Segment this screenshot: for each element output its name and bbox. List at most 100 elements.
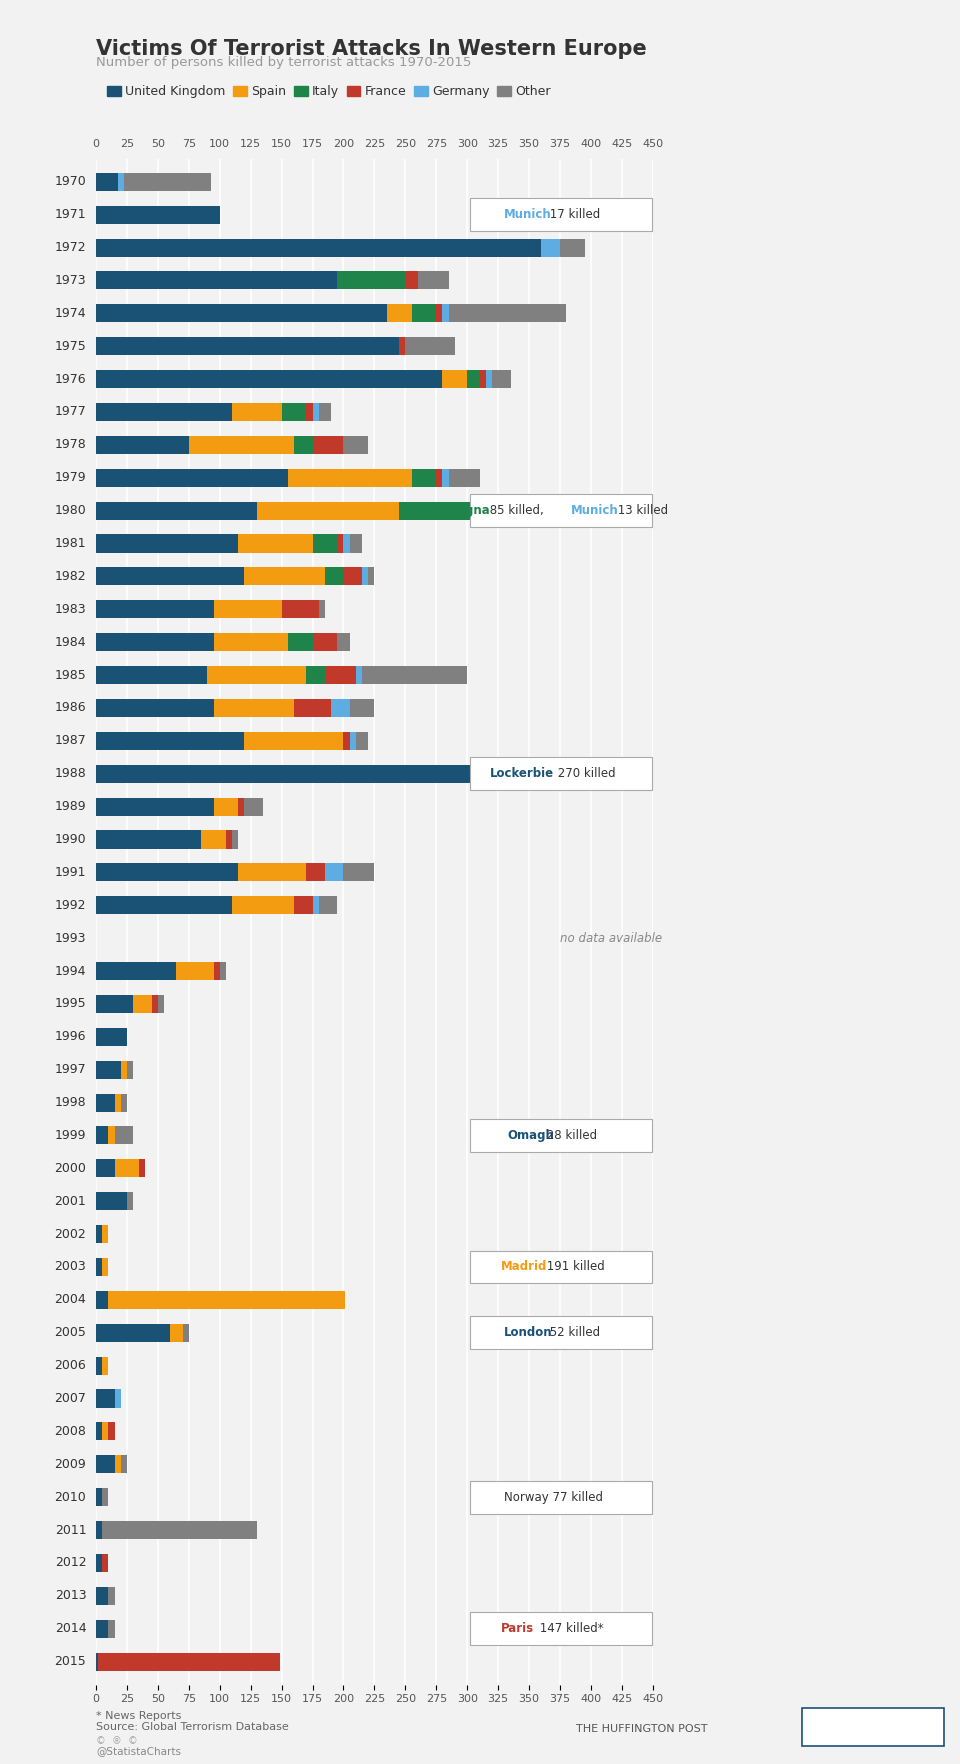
Bar (306, 667, 324, 684)
Bar (96, 303, 387, 323)
Bar (133, 995, 152, 1013)
Text: Madrid: Madrid (500, 1261, 547, 1274)
Legend: United Kingdom, Spain, Italy, France, Germany, Other: United Kingdom, Spain, Italy, France, Ge… (103, 81, 556, 104)
Bar (313, 633, 337, 651)
Bar (102, 1554, 108, 1572)
Bar (448, 469, 480, 487)
Bar (349, 534, 362, 552)
Bar (96, 600, 213, 619)
Bar (102, 1521, 257, 1540)
Bar (412, 303, 436, 323)
Bar (294, 436, 313, 453)
Bar (152, 995, 157, 1013)
Bar (319, 896, 337, 914)
Bar (213, 961, 220, 981)
Bar (443, 303, 448, 323)
Bar (102, 1357, 108, 1374)
Bar (213, 600, 281, 619)
Bar (313, 402, 319, 422)
Bar (349, 732, 356, 750)
Text: 85 killed,: 85 killed, (487, 505, 548, 517)
Bar (102, 1224, 108, 1244)
Bar (436, 303, 443, 323)
Bar (213, 797, 238, 815)
Bar (387, 303, 412, 323)
Text: Bologna: Bologna (437, 505, 491, 517)
Bar (96, 1619, 108, 1637)
Text: * News Reports: * News Reports (96, 1711, 181, 1722)
Bar (469, 1612, 652, 1646)
Bar (610, 764, 615, 783)
Bar (108, 1588, 114, 1605)
Bar (362, 568, 369, 586)
Bar (96, 173, 118, 191)
Bar (245, 568, 324, 586)
Bar (468, 370, 480, 388)
Bar (405, 272, 418, 289)
Bar (344, 568, 362, 586)
Bar (213, 699, 294, 716)
Bar (220, 961, 226, 981)
Bar (96, 1323, 170, 1342)
Bar (96, 1390, 114, 1408)
Bar (114, 1094, 121, 1111)
Bar (96, 896, 232, 914)
Bar (96, 469, 288, 487)
Bar (281, 600, 319, 619)
Bar (536, 501, 566, 520)
Bar (96, 1357, 102, 1374)
Bar (213, 633, 288, 651)
Bar (121, 1455, 127, 1473)
Bar (96, 1455, 114, 1473)
Bar (288, 633, 313, 651)
Bar (245, 797, 263, 815)
Bar (108, 1291, 345, 1309)
Bar (207, 667, 306, 684)
Text: Number of persons killed by terrorist attacks 1970-2015: Number of persons killed by terrorist at… (96, 56, 471, 69)
Bar (202, 831, 226, 848)
Bar (566, 501, 572, 520)
Bar (560, 238, 585, 256)
Bar (313, 534, 337, 552)
Bar (337, 534, 344, 552)
Text: Munich: Munich (504, 208, 552, 220)
Bar (96, 1258, 102, 1275)
Bar (281, 402, 306, 422)
Bar (362, 667, 468, 684)
Bar (99, 1653, 280, 1671)
Text: Source: Global Terrorism Database: Source: Global Terrorism Database (96, 1722, 289, 1732)
Bar (448, 303, 566, 323)
Bar (96, 667, 207, 684)
Bar (306, 863, 324, 882)
Bar (469, 1316, 652, 1349)
Bar (177, 961, 213, 981)
Bar (313, 436, 344, 453)
Bar (96, 961, 177, 981)
Bar (399, 501, 536, 520)
Bar (96, 1588, 108, 1605)
Bar (356, 732, 369, 750)
Bar (331, 699, 349, 716)
Text: 52 killed: 52 killed (546, 1327, 601, 1339)
Bar (96, 995, 133, 1013)
Bar (486, 370, 492, 388)
Bar (125, 173, 211, 191)
Bar (139, 1159, 146, 1177)
Bar (114, 1159, 139, 1177)
Bar (469, 198, 652, 231)
Bar (96, 831, 202, 848)
Text: 191 killed: 191 killed (543, 1261, 605, 1274)
Bar (226, 831, 232, 848)
Bar (96, 1060, 121, 1080)
Bar (337, 272, 405, 289)
Bar (469, 1480, 652, 1514)
Bar (96, 1192, 127, 1210)
Text: 13 killed: 13 killed (613, 505, 668, 517)
Bar (356, 667, 362, 684)
Bar (96, 1159, 114, 1177)
Bar (108, 1127, 114, 1145)
Bar (96, 402, 232, 422)
Bar (306, 402, 313, 422)
Bar (96, 1291, 108, 1309)
Bar (257, 501, 399, 520)
